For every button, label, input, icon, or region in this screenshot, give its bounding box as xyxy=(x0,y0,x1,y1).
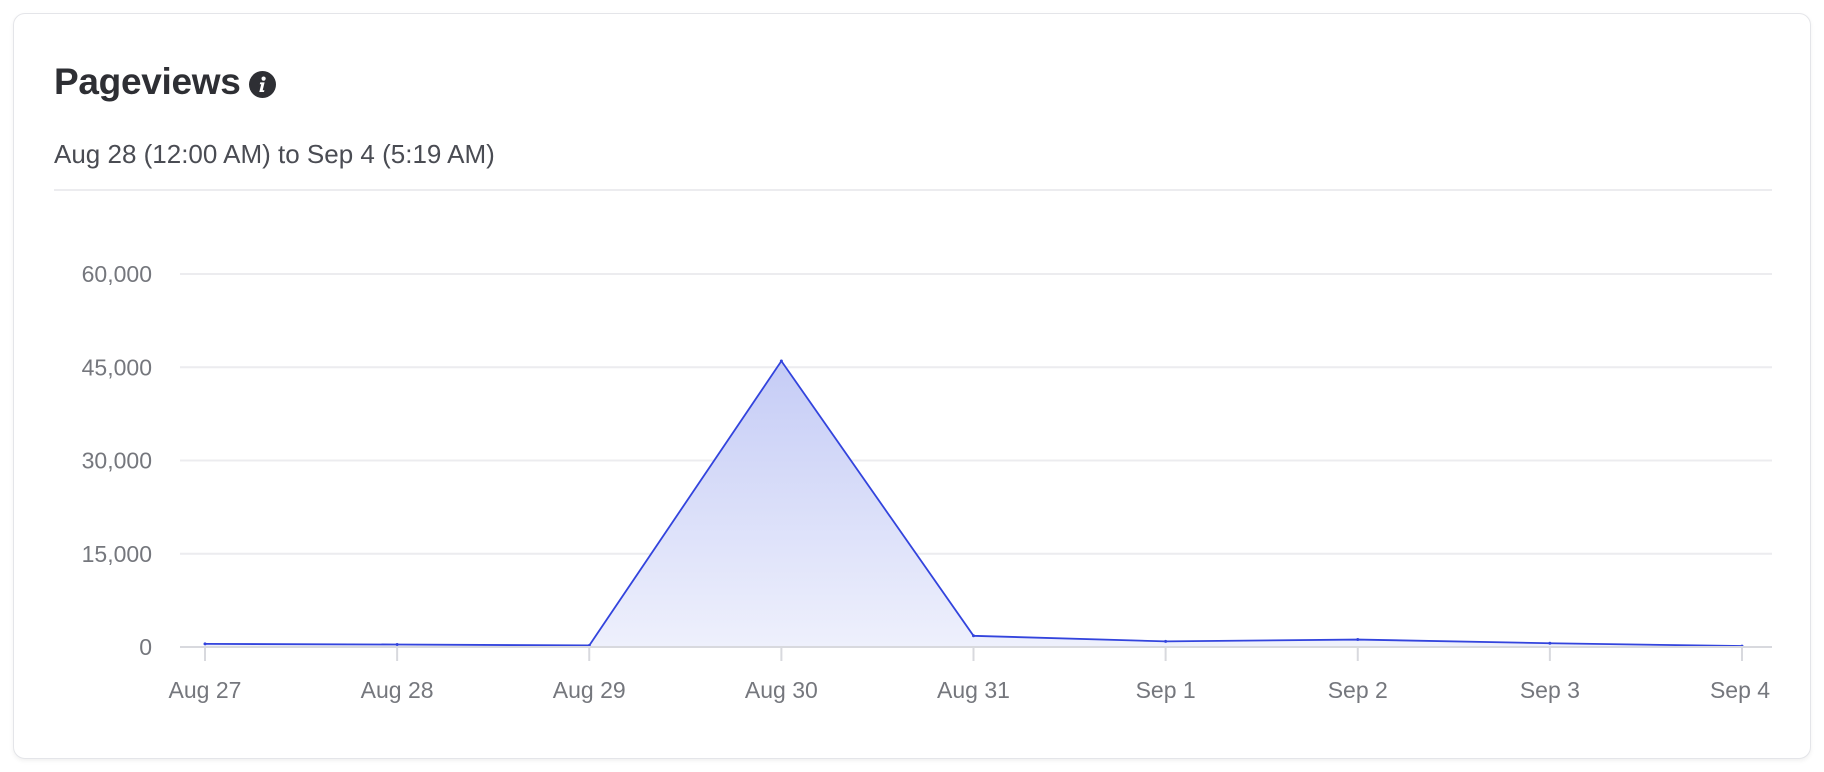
y-tick-label: 30,000 xyxy=(82,448,152,474)
data-point[interactable] xyxy=(395,643,399,647)
y-tick-label: 45,000 xyxy=(82,354,152,380)
x-tick-label: Aug 29 xyxy=(553,677,626,703)
x-tick-label: Sep 1 xyxy=(1136,677,1196,703)
info-icon[interactable] xyxy=(248,70,276,98)
series-line xyxy=(204,359,1743,647)
date-range-subtitle: Aug 28 (12:00 AM) to Sep 4 (5:19 AM) xyxy=(54,139,495,169)
header-divider xyxy=(54,189,1772,191)
y-tick-label: 0 xyxy=(139,634,152,660)
x-tick-label: Aug 28 xyxy=(361,677,434,703)
x-tick-label: Aug 27 xyxy=(169,677,242,703)
data-point[interactable] xyxy=(972,634,975,638)
data-point[interactable] xyxy=(1164,639,1168,643)
y-tick-label: 15,000 xyxy=(82,541,152,567)
x-tick-label: Aug 31 xyxy=(937,677,1010,703)
title-row: Pageviews xyxy=(54,60,276,104)
series-area-fill xyxy=(205,361,1742,647)
y-tick-label: 60,000 xyxy=(82,261,152,287)
data-point[interactable] xyxy=(1548,641,1552,645)
chart-title: Pageviews xyxy=(54,61,241,102)
x-tick-label: Sep 4 xyxy=(1710,677,1770,703)
x-tick-label: Aug 30 xyxy=(745,677,818,703)
x-tick-label: Sep 2 xyxy=(1328,677,1388,703)
data-point[interactable] xyxy=(1356,638,1360,642)
x-tick-label: Sep 3 xyxy=(1520,677,1580,703)
data-point[interactable] xyxy=(203,642,207,646)
data-point[interactable] xyxy=(779,359,783,363)
